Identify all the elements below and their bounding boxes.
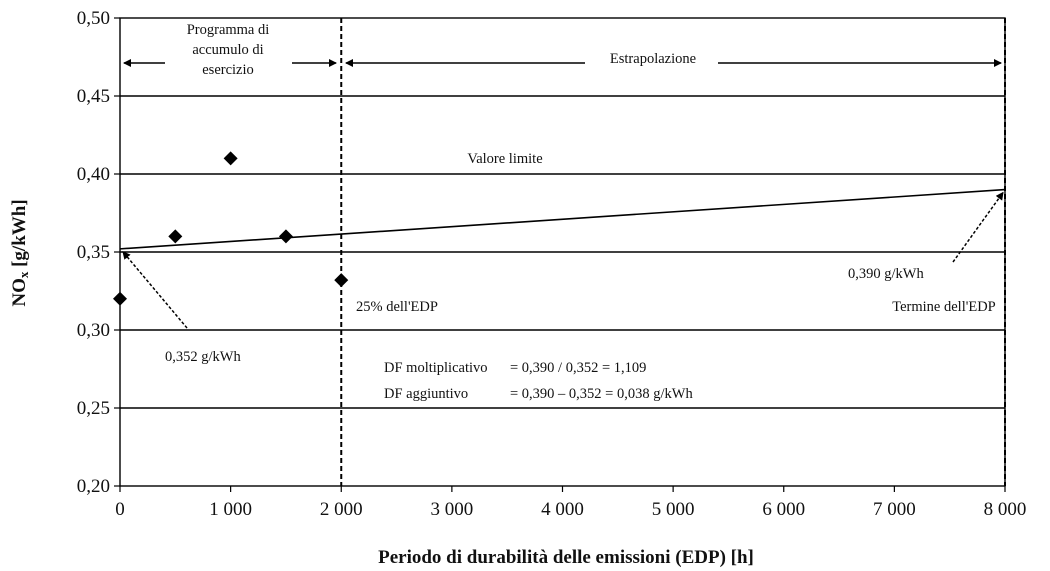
y-tick-label: 0,35 — [77, 242, 110, 263]
x-axis-ticks: 0 1 000 2 000 3 000 4 000 5 000 6 000 7 000 8 00… — [115, 486, 1026, 520]
service-accumulation-line3: esercizio — [202, 62, 254, 78]
y-axis-ticks: 0,20 0,25 0,30 0,35 0,40 0,45 0,50 — [77, 8, 120, 497]
x-tick-label: 6 000 — [762, 499, 805, 520]
service-accumulation-line2: accumulo di — [192, 42, 263, 58]
y-tick-label: 0,50 — [77, 8, 110, 29]
df-additive-label: DF aggiuntivo — [384, 386, 468, 402]
data-point — [113, 291, 127, 306]
x-tick-label: 5 000 — [652, 499, 695, 520]
regression-line — [119, 188, 1006, 250]
df-additive-formula: = 0,390 – 0,352 = 0,038 g/kWh — [510, 386, 693, 402]
start-value-pointer — [122, 251, 188, 329]
y-axis-title: NOx [g/kWh] — [9, 199, 31, 306]
y-tick-label: 0,20 — [77, 476, 110, 497]
data-point — [278, 229, 293, 244]
value-start-label: 0,352 g/kWh — [165, 349, 241, 365]
y-axis-title-unit: [g/kWh] — [9, 199, 30, 271]
value-end-label: 0,390 g/kWh — [848, 266, 924, 282]
y-tick-label: 0,30 — [77, 320, 110, 341]
horizontal-gridlines — [120, 95, 1005, 409]
y-tick-label: 0,25 — [77, 398, 110, 419]
x-tick-label: 4 000 — [541, 499, 584, 520]
df-multiplicative-formula: = 0,390 / 0,352 = 1,109 — [510, 360, 646, 376]
y-tick-label: 0,40 — [77, 164, 110, 185]
edp-end-label: Termine dell'EDP — [892, 299, 995, 315]
y-axis-title-main: NO — [9, 278, 30, 307]
service-accumulation-line1: Programma di — [187, 22, 270, 38]
y-axis-title-subscript: x — [16, 271, 31, 278]
x-axis-title: Periodo di durabilità delle emissioni (E… — [378, 547, 754, 568]
y-tick-label: 0,45 — [77, 86, 110, 107]
x-tick-label: 0 — [115, 499, 125, 520]
x-tick-label: 7 000 — [873, 499, 916, 520]
data-point — [334, 273, 349, 288]
regression-line-group — [119, 188, 1006, 250]
x-tick-label: 8 000 — [984, 499, 1027, 520]
df-multiplicative-label: DF moltiplicativo — [384, 360, 488, 376]
x-tick-label: 3 000 — [431, 499, 474, 520]
x-tick-label: 2 000 — [320, 499, 363, 520]
x-tick-label: 1 000 — [209, 499, 252, 520]
edp-25-label: 25% dell'EDP — [356, 299, 438, 315]
data-point — [168, 229, 183, 244]
data-point — [223, 151, 238, 166]
end-value-pointer — [952, 191, 1004, 263]
extrapolation-label: Estrapolazione — [610, 51, 696, 67]
limit-value-label: Valore limite — [467, 151, 542, 167]
data-points — [113, 151, 349, 306]
annotation-arrows — [122, 59, 1004, 329]
